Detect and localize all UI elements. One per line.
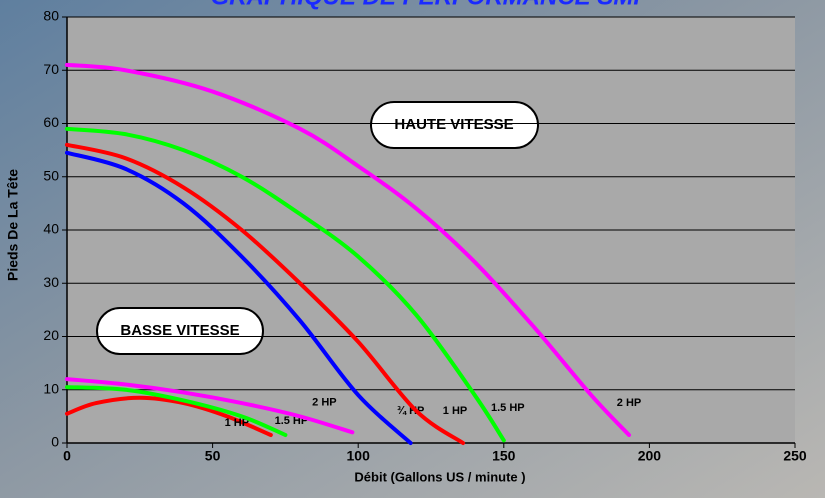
y-tick-label: 0	[51, 434, 59, 450]
x-tick-label: 100	[347, 448, 371, 464]
curve-label: 2 HP	[312, 396, 336, 408]
y-tick-label: 40	[43, 221, 59, 237]
annotation: HAUTE VITESSE	[394, 116, 513, 133]
x-tick-label: 150	[492, 448, 516, 464]
chart-title: GRAPHIQUE DE PERFORMANCE SMP	[211, 0, 651, 10]
x-tick-label: 0	[63, 448, 71, 464]
curve-label: 1.5 HP	[491, 402, 525, 414]
y-axis-label: Pieds De La Tête	[5, 169, 21, 281]
y-tick-label: 60	[43, 114, 59, 130]
x-tick-label: 250	[783, 448, 807, 464]
x-tick-label: 200	[638, 448, 662, 464]
chart: GRAPHIQUE DE PERFORMANCE SMP Débit (Gall…	[0, 0, 825, 498]
x-axis-label: Débit (Gallons US / minute )	[354, 469, 525, 484]
y-tick-label: 10	[43, 380, 59, 396]
y-tick-label: 30	[43, 274, 59, 290]
x-tick-label: 50	[205, 448, 221, 464]
curve-label: 2 HP	[617, 397, 641, 409]
curve-label: 1 HP	[443, 405, 467, 417]
y-tick-label: 70	[43, 61, 59, 77]
y-tick-label: 80	[43, 8, 59, 24]
y-tick-label: 50	[43, 167, 59, 183]
y-tick-label: 20	[43, 327, 59, 343]
